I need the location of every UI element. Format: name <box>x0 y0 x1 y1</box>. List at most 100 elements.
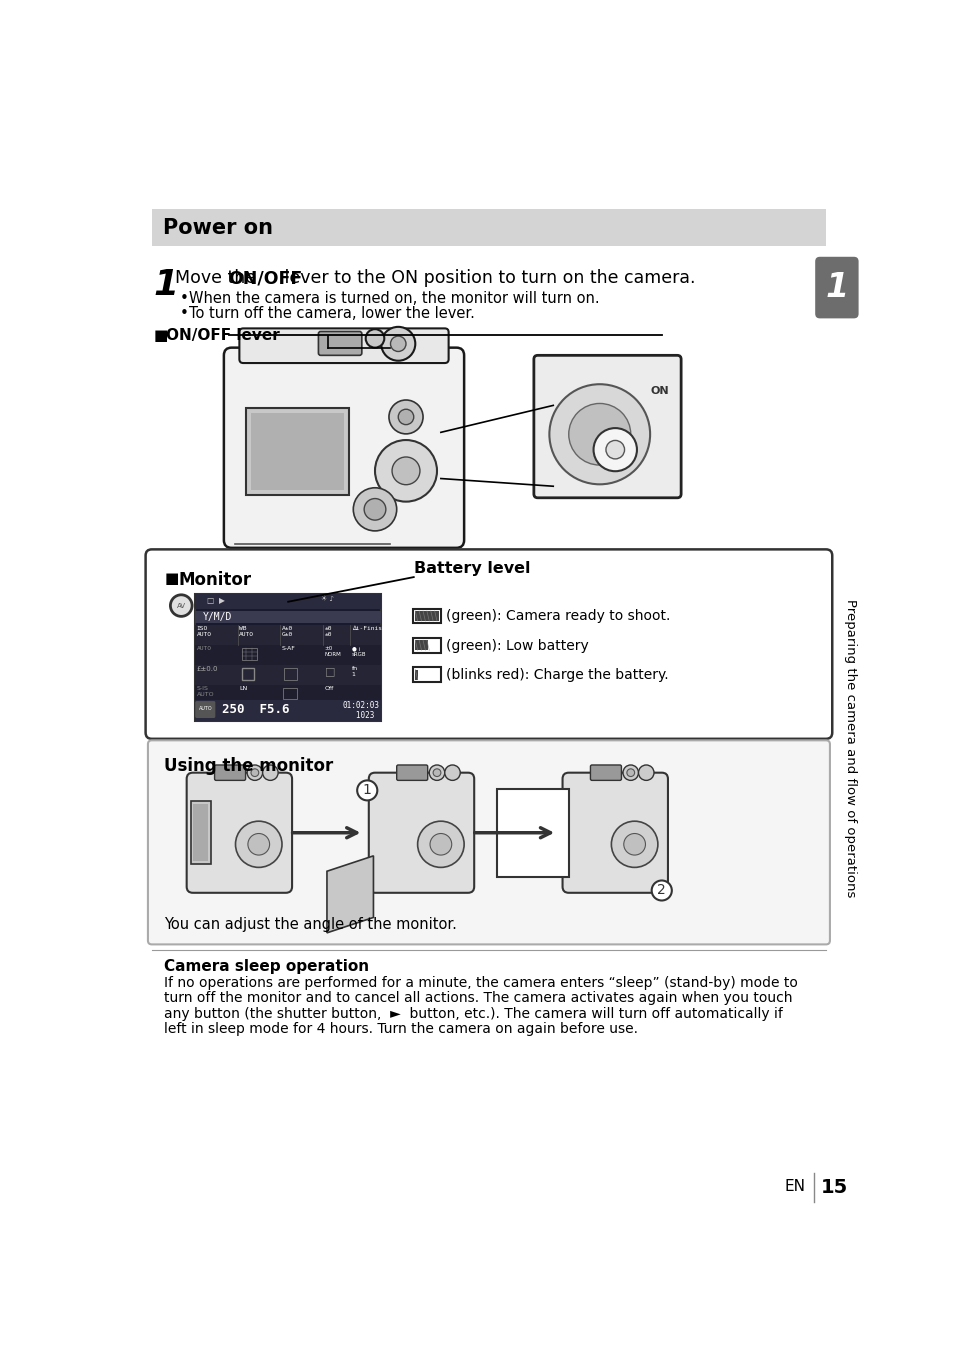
Ellipse shape <box>568 403 630 465</box>
Bar <box>152 209 825 246</box>
Text: Using the monitor: Using the monitor <box>164 756 334 775</box>
Text: Monitor: Monitor <box>178 571 251 589</box>
Circle shape <box>251 769 258 776</box>
FancyBboxPatch shape <box>187 772 292 893</box>
Bar <box>195 611 381 623</box>
Bar <box>195 685 381 704</box>
Bar <box>282 688 296 699</box>
Text: left in sleep mode for 4 hours. Turn the camera on again before use.: left in sleep mode for 4 hours. Turn the… <box>164 1022 638 1037</box>
Circle shape <box>397 410 414 425</box>
Text: You can adjust the angle of the monitor.: You can adjust the angle of the monitor. <box>164 917 456 932</box>
FancyBboxPatch shape <box>815 256 858 319</box>
Text: ■: ■ <box>153 328 168 343</box>
Text: Camera sleep operation: Camera sleep operation <box>164 959 369 974</box>
FancyBboxPatch shape <box>413 668 440 681</box>
Text: turn off the monitor and to cancel all actions. The camera activates again when : turn off the monitor and to cancel all a… <box>164 992 792 1006</box>
Text: ±0
±0: ±0 ±0 <box>324 627 332 638</box>
FancyBboxPatch shape <box>214 765 245 780</box>
Circle shape <box>417 821 464 867</box>
Text: ON/OFF lever: ON/OFF lever <box>166 328 279 343</box>
Text: AUTO: AUTO <box>196 646 212 651</box>
Text: 1: 1 <box>153 267 178 301</box>
Text: 01:02:03
   1023: 01:02:03 1023 <box>342 702 379 721</box>
Bar <box>415 611 438 622</box>
Circle shape <box>611 821 658 867</box>
FancyBboxPatch shape <box>224 347 464 548</box>
Circle shape <box>247 765 262 780</box>
Circle shape <box>390 337 406 351</box>
Text: When the camera is turned on, the monitor will turn on.: When the camera is turned on, the monito… <box>189 290 599 305</box>
Text: £±0.0: £±0.0 <box>196 666 218 673</box>
Text: AV: AV <box>176 603 186 608</box>
Text: fn
1: fn 1 <box>352 666 357 677</box>
Bar <box>241 668 253 680</box>
Text: ☀ ♪: ☀ ♪ <box>320 596 334 601</box>
Text: 1: 1 <box>362 783 372 798</box>
FancyBboxPatch shape <box>318 331 361 356</box>
Bar <box>195 665 381 685</box>
FancyBboxPatch shape <box>193 805 208 862</box>
FancyBboxPatch shape <box>146 550 831 738</box>
Circle shape <box>365 330 384 347</box>
Circle shape <box>638 765 654 780</box>
Bar <box>195 594 381 609</box>
Text: ● i
sRGB: ● i sRGB <box>352 646 366 657</box>
Circle shape <box>626 769 634 776</box>
Text: □: □ <box>324 666 335 676</box>
Text: Off: Off <box>324 687 334 692</box>
FancyBboxPatch shape <box>413 609 440 623</box>
FancyBboxPatch shape <box>191 801 212 864</box>
Circle shape <box>444 765 459 780</box>
Bar <box>195 624 381 645</box>
Text: If no operations are performed for a minute, the camera enters “sleep” (stand-by: If no operations are performed for a min… <box>164 976 798 991</box>
Bar <box>439 613 442 619</box>
Text: 2: 2 <box>657 883 665 897</box>
Circle shape <box>605 441 624 459</box>
Circle shape <box>593 427 637 471</box>
Circle shape <box>262 765 278 780</box>
FancyBboxPatch shape <box>251 413 344 490</box>
Text: any button (the shutter button,  ►  button, etc.). The camera will turn off auto: any button (the shutter button, ► button… <box>164 1007 782 1020</box>
FancyBboxPatch shape <box>497 788 568 877</box>
Bar <box>439 642 442 649</box>
Text: ±0
NORM: ±0 NORM <box>324 646 341 657</box>
Text: Y/M/D: Y/M/D <box>203 612 233 622</box>
Text: □  ▶: □ ▶ <box>207 596 225 605</box>
Text: Power on: Power on <box>162 217 273 237</box>
Bar <box>284 668 296 680</box>
Circle shape <box>651 881 671 901</box>
Text: WB
AUTO: WB AUTO <box>239 627 254 638</box>
Circle shape <box>433 769 440 776</box>
FancyBboxPatch shape <box>148 741 829 944</box>
Text: S-AF: S-AF <box>282 646 295 651</box>
Bar <box>415 669 417 680</box>
Circle shape <box>389 400 422 434</box>
FancyBboxPatch shape <box>195 702 215 718</box>
Text: LN: LN <box>239 687 248 692</box>
Text: ON: ON <box>649 387 668 396</box>
FancyBboxPatch shape <box>534 356 680 498</box>
Text: 15: 15 <box>820 1178 847 1197</box>
Polygon shape <box>327 856 373 932</box>
Circle shape <box>235 821 282 867</box>
FancyBboxPatch shape <box>562 772 667 893</box>
Text: Battery level: Battery level <box>414 560 530 575</box>
Bar <box>415 641 428 650</box>
Circle shape <box>429 765 444 780</box>
Text: (green): Low battery: (green): Low battery <box>446 639 588 653</box>
Text: ON/OFF: ON/OFF <box>228 269 302 288</box>
Circle shape <box>353 487 396 531</box>
FancyBboxPatch shape <box>590 765 620 780</box>
Text: •: • <box>179 290 189 305</box>
Circle shape <box>248 833 270 855</box>
Text: ■: ■ <box>164 571 178 586</box>
Text: (blinks red): Charge the battery.: (blinks red): Charge the battery. <box>446 668 668 683</box>
Circle shape <box>375 440 436 502</box>
Circle shape <box>623 833 645 855</box>
Bar <box>241 647 257 661</box>
Bar <box>439 672 442 677</box>
Text: Move the: Move the <box>174 269 261 288</box>
Text: 1: 1 <box>824 271 847 304</box>
Circle shape <box>430 833 452 855</box>
Text: Preparing the camera and flow of operations: Preparing the camera and flow of operati… <box>843 598 857 897</box>
